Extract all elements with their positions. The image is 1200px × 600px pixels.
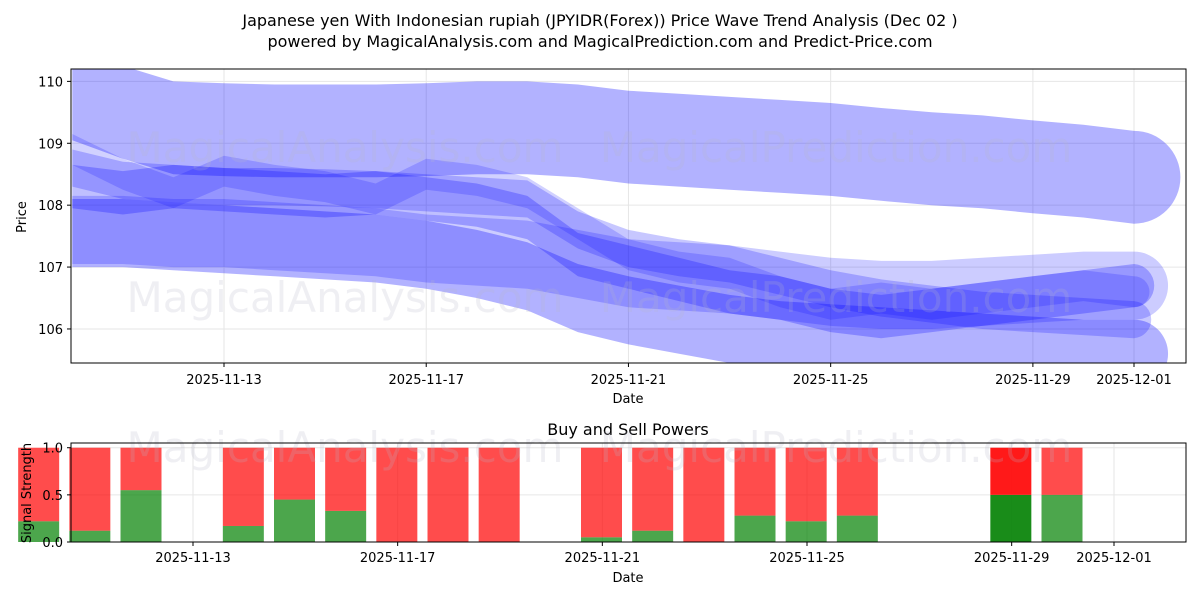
watermark-analysis-top: MagicalAnalysis.com	[127, 123, 564, 172]
sell-bar	[1041, 447, 1083, 495]
price-x-tick-label: 2025-11-25	[793, 373, 869, 388]
price-x-tick-label: 2025-11-21	[591, 373, 667, 388]
price-y-axis-label: Price	[15, 201, 30, 233]
price-x-tick-label: 2025-11-13	[186, 373, 262, 388]
signal-x-tick-label: 2025-11-17	[360, 551, 436, 566]
chart-title-line2: powered by MagicalAnalysis.com and Magic…	[267, 32, 932, 51]
watermark-analysis-bottom: MagicalAnalysis.com	[127, 423, 564, 472]
sell-bar	[376, 447, 418, 542]
buy-bar	[325, 510, 367, 542]
price-x-tick-label: 2025-11-29	[995, 373, 1071, 388]
signal-y-ticks: 0.0 0.5 1.0	[42, 442, 71, 551]
sell-bar	[683, 447, 725, 542]
sell-bar	[69, 447, 111, 531]
wave-band-wave-mid-3	[72, 164, 1155, 339]
buy-bar	[836, 515, 878, 542]
watermark-analysis-mid: MagicalAnalysis.com	[127, 273, 564, 322]
price-x-axis-label: Date	[612, 392, 643, 407]
buy-bar	[785, 521, 827, 542]
wave-band-wave-lower	[72, 199, 1169, 363]
wave-band-wave-upper	[72, 69, 1181, 224]
price-y-tick-label: 110	[38, 75, 63, 90]
sell-bar	[478, 447, 520, 542]
buy-bar	[581, 537, 622, 542]
signal-x-tick-label: 2025-11-29	[974, 551, 1050, 566]
sell-bar	[120, 447, 162, 491]
sell-bar	[734, 447, 776, 516]
buy-bar	[120, 490, 162, 542]
price-y-tick-label: 109	[38, 137, 63, 152]
watermark-prediction-bottom: MagicalPrediction.com	[600, 423, 1073, 472]
signal-x-tick-label: 2025-11-13	[155, 551, 231, 566]
buy-sell-title: Buy and Sell Powers	[547, 420, 709, 439]
signal-x-axis-label: Date	[612, 571, 643, 586]
sell-bar	[632, 447, 674, 531]
buy-bar	[69, 530, 111, 542]
price-wave-bands	[72, 69, 1181, 363]
price-grid	[71, 69, 1186, 363]
signal-y-tick-label: 1.0	[42, 442, 63, 457]
sell-bar	[427, 447, 469, 542]
price-x-tick-label: 2025-12-01	[1096, 373, 1172, 388]
price-wave-panel: MagicalAnalysis.com MagicalPrediction.co…	[15, 68, 1187, 407]
sell-bar	[836, 447, 878, 516]
sell-bar	[990, 447, 1032, 495]
price-y-tick-label: 108	[38, 199, 63, 214]
price-y-ticks: 106 107 108 109 110	[38, 75, 71, 338]
price-x-ticks: 2025-11-13 2025-11-17 2025-11-21 2025-11-25…	[186, 363, 1172, 388]
signal-y-tick-label: 0.5	[42, 489, 63, 504]
sell-bar	[274, 447, 315, 500]
chart-title-line1: Japanese yen With Indonesian rupiah (JPY…	[241, 11, 957, 30]
buy-bar	[222, 525, 264, 542]
price-x-tick-label: 2025-11-17	[388, 373, 464, 388]
wave-band-wave-lower-2	[72, 195, 1169, 329]
buy-bar	[1041, 494, 1083, 542]
buy-sell-panel: Buy and Sell Powers MagicalAnalysis.com …	[18, 420, 1187, 586]
wave-band-wave-mid-1	[72, 149, 1152, 339]
sell-bar	[222, 447, 264, 526]
signal-plot-frame	[70, 442, 1187, 543]
signal-y-axis-label: Signal Strength	[20, 443, 35, 543]
signal-bars	[18, 447, 1083, 542]
watermark-prediction-top: MagicalPrediction.com	[600, 123, 1073, 172]
signal-y-tick-label: 0.0	[42, 536, 63, 551]
signal-x-tick-label: 2025-11-25	[769, 551, 845, 566]
watermark-prediction-mid: MagicalPrediction.com	[600, 273, 1073, 322]
sell-bar	[18, 447, 60, 522]
buy-bar	[274, 499, 315, 542]
wave-band-wave-mid-2	[72, 134, 1150, 320]
signal-x-ticks: 2025-11-13 2025-11-17 2025-11-21 2025-11-25…	[155, 542, 1152, 566]
buy-bar	[734, 515, 776, 542]
buy-bar	[990, 494, 1032, 542]
sell-bar	[325, 447, 367, 511]
buy-bar	[632, 530, 674, 542]
sell-bar	[581, 447, 622, 538]
price-y-tick-label: 106	[38, 323, 63, 338]
price-y-tick-label: 107	[38, 261, 63, 276]
signal-x-tick-label: 2025-12-01	[1076, 551, 1152, 566]
signal-x-tick-label: 2025-11-21	[565, 551, 641, 566]
buy-bar	[18, 521, 60, 542]
sell-bar	[785, 447, 827, 522]
